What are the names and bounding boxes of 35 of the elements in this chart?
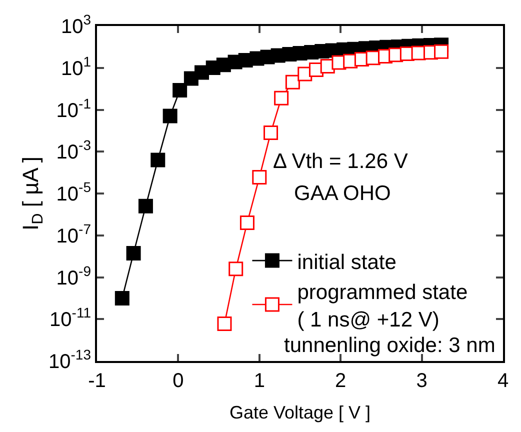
- point: [150, 152, 166, 168]
- x-axis-title: Gate Voltage [ V ]: [229, 402, 371, 423]
- point: [162, 108, 178, 124]
- x-tick-label: -1: [88, 370, 106, 392]
- legend-label: programmed state ( 1 ns@ +12 V): [297, 281, 468, 332]
- y-tick-label: 10$^{-7}$: [56, 220, 92, 248]
- annotation: Δ Vth = 1.26 V: [273, 150, 408, 173]
- point: [172, 83, 188, 98]
- point: [114, 290, 130, 306]
- point: [252, 170, 267, 184]
- x-tick-label: 1: [254, 370, 265, 392]
- x-tick-label: 4: [497, 370, 509, 392]
- point: [217, 316, 232, 332]
- point: [434, 44, 449, 59]
- annotation: tunnenling oxide: 3 nm: [284, 334, 496, 357]
- point: [126, 246, 141, 260]
- y-tick-label: 10$^{1}$: [60, 53, 92, 80]
- x-tick-label: 2: [335, 370, 346, 392]
- point: [274, 90, 289, 106]
- x-tick-label: 3: [416, 370, 428, 392]
- legend-label: initial state: [297, 250, 396, 274]
- x-tick-label: 0: [172, 370, 184, 392]
- y-tick-label: 10$^{-13}$: [48, 346, 92, 373]
- point: [285, 74, 300, 90]
- annotation: GAA OHO: [294, 182, 391, 205]
- point: [228, 262, 244, 276]
- point: [264, 125, 278, 140]
- y-tick-label: 10$^{3}$: [60, 12, 92, 38]
- y-tick-label: 10$^{-9}$: [56, 262, 92, 290]
- point: [138, 198, 153, 214]
- point: [240, 216, 254, 230]
- y-tick-label: 10$^{-3}$: [56, 137, 92, 164]
- y-tick-label: 10$^{-5}$: [56, 179, 92, 206]
- y-tick-label: 10$^{-1}$: [56, 95, 92, 122]
- y-tick-label: 10$^{-11}$: [50, 304, 92, 332]
